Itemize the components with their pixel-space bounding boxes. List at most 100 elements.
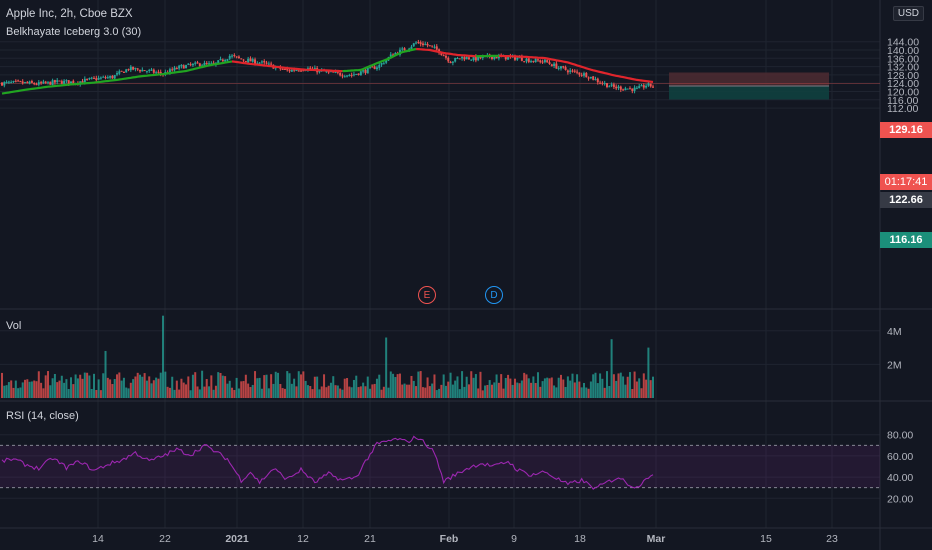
- candle-body: [203, 62, 206, 66]
- volume-bar: [640, 388, 643, 398]
- candle-body: [447, 57, 450, 62]
- volume-bar: [56, 382, 59, 398]
- candle-body: [534, 58, 537, 63]
- candle-body: [339, 73, 342, 76]
- candle-body: [35, 84, 38, 86]
- candle-body: [518, 57, 521, 59]
- volume-bar: [327, 385, 330, 398]
- currency-unit-button[interactable]: USD: [892, 6, 924, 21]
- volume-bar: [398, 373, 401, 398]
- volume-legend[interactable]: Vol: [6, 320, 22, 332]
- candle-body: [191, 63, 194, 66]
- candle-body: [111, 75, 114, 79]
- candle-body: [369, 66, 372, 68]
- rsi-tick-label: 60.00: [887, 451, 913, 463]
- candle-body: [435, 46, 438, 50]
- candle-body: [325, 71, 328, 73]
- candle-body: [631, 88, 634, 91]
- indicator-legend[interactable]: Belkhayate Iceberg 3.0 (30): [6, 26, 142, 38]
- candle-body: [258, 62, 261, 64]
- candle-body: [235, 56, 238, 58]
- candle-body: [530, 61, 533, 63]
- volume-bar: [214, 385, 217, 398]
- candle-body: [180, 64, 183, 67]
- volume-bar: [272, 383, 275, 398]
- volume-bar: [97, 379, 100, 398]
- candle-body: [578, 72, 581, 75]
- volume-bar: [254, 371, 257, 398]
- candle-body: [626, 88, 629, 90]
- volume-bar: [260, 388, 263, 398]
- volume-bar: [350, 387, 353, 398]
- candle-body: [525, 58, 528, 62]
- candle-body: [14, 80, 17, 82]
- candle-body: [329, 71, 332, 73]
- candle-body: [479, 56, 482, 59]
- stop-loss-zone: [669, 72, 829, 86]
- volume-bar: [392, 373, 395, 398]
- rsi-legend[interactable]: RSI (14, close): [6, 410, 79, 422]
- volume-bar: [132, 379, 135, 398]
- volume-bar: [1, 372, 3, 398]
- candle-body: [573, 70, 576, 72]
- candle-body: [95, 78, 98, 81]
- candle-body: [226, 59, 229, 61]
- earnings-event-marker[interactable]: E: [418, 286, 436, 304]
- volume-bar: [286, 371, 289, 398]
- candle-body: [624, 88, 627, 91]
- volume-bar: [30, 381, 33, 398]
- candle-body: [109, 76, 112, 78]
- candle-body: [283, 68, 286, 70]
- volume-bar: [104, 350, 107, 398]
- candle-body: [81, 81, 84, 83]
- candle-body: [44, 81, 47, 83]
- volume-bar: [518, 383, 521, 398]
- rsi-line: [1, 435, 654, 490]
- chart-title[interactable]: Apple Inc, 2h, Cboe BZX: [6, 8, 133, 20]
- volume-bar: [626, 376, 629, 398]
- candle-body: [334, 71, 337, 73]
- volume-bar: [371, 384, 374, 398]
- candle-body: [281, 69, 284, 71]
- volume-bar: [364, 386, 367, 398]
- volume-bar: [511, 384, 514, 398]
- candle-body: [569, 70, 572, 72]
- candle-body: [357, 73, 360, 75]
- volume-bar: [325, 387, 328, 398]
- candle-body: [125, 69, 128, 73]
- candle-body: [458, 58, 461, 60]
- dividend-event-marker[interactable]: D: [485, 286, 503, 304]
- volume-bar: [603, 387, 606, 398]
- volume-bar: [90, 388, 93, 398]
- volume-bar: [40, 382, 43, 398]
- candle-body: [378, 64, 381, 68]
- candle-body: [392, 54, 395, 56]
- volume-bar: [70, 377, 73, 398]
- volume-bar: [244, 374, 247, 398]
- volume-bar: [412, 380, 415, 398]
- volume-bar: [157, 378, 160, 398]
- candle-body: [647, 83, 650, 86]
- price-tick-label: 124.00: [887, 78, 919, 90]
- volume-bar: [527, 378, 530, 398]
- candle-body: [196, 62, 199, 64]
- volume-bar: [171, 376, 174, 398]
- candle-body: [548, 62, 551, 64]
- volume-bar: [210, 375, 213, 398]
- volume-bar: [652, 376, 654, 398]
- volume-bar: [74, 374, 77, 398]
- candle-body: [194, 62, 197, 64]
- volume-bar: [198, 389, 201, 398]
- candle-body: [293, 69, 296, 71]
- volume-bar: [102, 373, 105, 398]
- price-tick-label: 132.00: [887, 62, 919, 74]
- candle-body: [251, 59, 254, 62]
- volume-bar: [26, 379, 29, 398]
- candle-body: [72, 80, 75, 84]
- volume-bar: [357, 387, 360, 398]
- volume-bar: [534, 383, 537, 398]
- volume-bar: [180, 378, 183, 398]
- volume-bar: [86, 372, 89, 398]
- volume-bar: [635, 381, 638, 398]
